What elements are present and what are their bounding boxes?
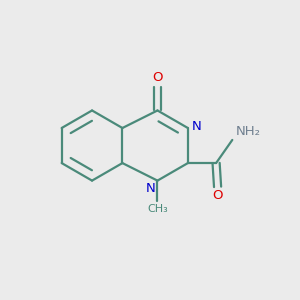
Text: N: N	[191, 120, 201, 133]
Text: N: N	[146, 182, 155, 195]
Text: NH₂: NH₂	[235, 125, 260, 139]
Text: CH₃: CH₃	[147, 204, 168, 214]
Text: O: O	[212, 189, 223, 202]
Text: O: O	[152, 71, 163, 84]
